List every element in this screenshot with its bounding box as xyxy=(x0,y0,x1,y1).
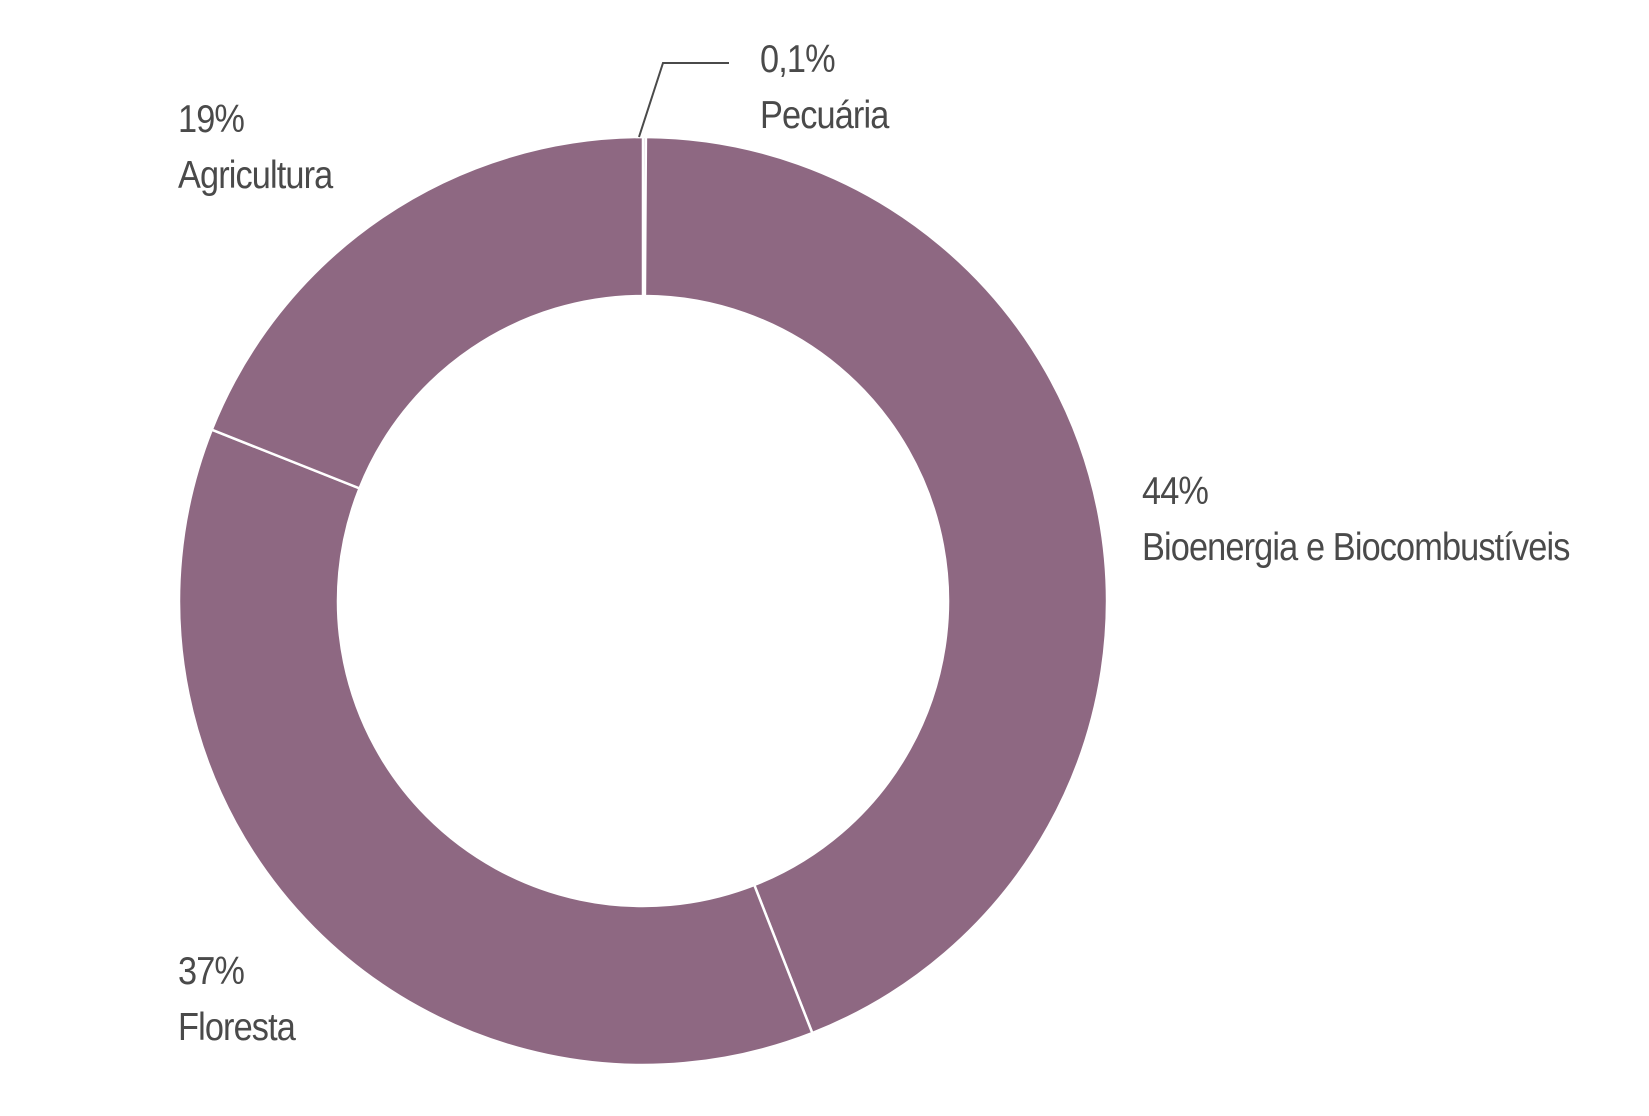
label-bioenergia-name: Bioenergia e Biocombustíveis xyxy=(1142,526,1570,569)
label-agricultura-value: 19% xyxy=(178,98,245,141)
donut-slices xyxy=(177,135,1109,1067)
label-pecuaria-value: 0,1% xyxy=(760,38,836,81)
slice-agricultura xyxy=(210,135,645,491)
slice-bioenergia-e-biocombustiveis xyxy=(643,135,1109,1035)
label-floresta-value: 37% xyxy=(178,950,245,993)
pecuaria-leader-line xyxy=(638,62,729,138)
label-agricultura: 19% Agricultura xyxy=(178,92,333,204)
label-pecuaria: 0,1% Pecuária xyxy=(760,32,889,144)
label-bioenergia: 44% Bioenergia e Biocombustíveis xyxy=(1142,464,1570,576)
label-agricultura-name: Agricultura xyxy=(178,154,333,197)
slice-floresta xyxy=(177,428,814,1067)
label-floresta: 37% Floresta xyxy=(178,944,296,1056)
label-bioenergia-value: 44% xyxy=(1142,470,1209,513)
label-floresta-name: Floresta xyxy=(178,1006,296,1049)
label-pecuaria-name: Pecuária xyxy=(760,94,889,137)
